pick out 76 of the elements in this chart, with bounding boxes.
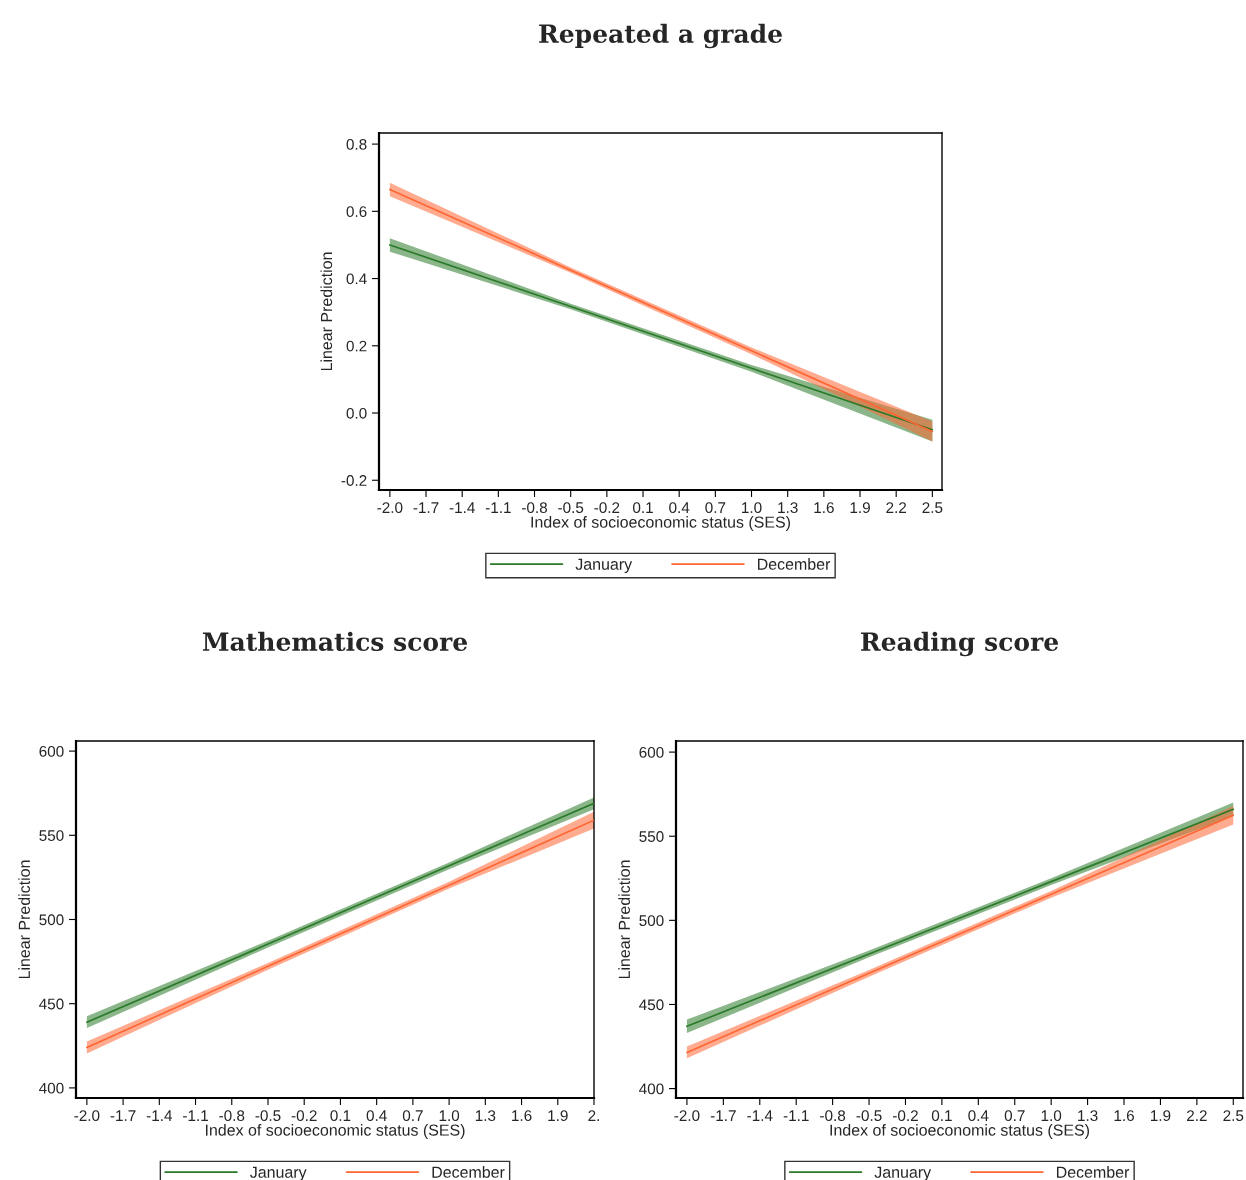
x-tick-label: 2.5	[1223, 1110, 1244, 1122]
x-tick-label: -1.1	[783, 1110, 809, 1121]
x-tick-label: 0.7	[402, 1110, 423, 1122]
chart-title: Mathematics score	[202, 631, 467, 652]
x-tick-label: -1.4	[146, 1110, 173, 1121]
chart-title: Repeated a grade	[539, 23, 782, 49]
x-tick-label: -0.8	[820, 1110, 846, 1122]
x-tick-label: -0.8	[522, 502, 548, 514]
x-tick-label: -1.4	[747, 1110, 773, 1121]
x-tick-label: -1.7	[710, 1110, 736, 1121]
x-tick-label: -0.5	[558, 502, 584, 514]
y-tick-label: 0.4	[346, 273, 367, 285]
x-tick-label: 1.6	[1114, 1110, 1134, 1122]
x-tick-label: 1.6	[814, 502, 834, 514]
x-tick-label: -1.1	[183, 1110, 208, 1121]
x-tick-label: 0.1	[633, 502, 653, 514]
y-tick-label: -0.2	[341, 475, 367, 486]
x-tick-label: 0.7	[1004, 1110, 1025, 1122]
x-tick-label: -1.7	[413, 502, 439, 513]
x-tick-label: 1.3	[475, 1110, 496, 1122]
x-tick-label: 0.4	[968, 1110, 989, 1122]
x-tick-label: 2.2	[1187, 1110, 1207, 1121]
x-tick-label: 0.4	[366, 1110, 387, 1122]
y-tick-label: 600	[639, 746, 664, 758]
legend-label: December	[432, 1166, 505, 1178]
x-tick-label: 2.2	[886, 502, 907, 513]
x-tick-label: -1.1	[485, 502, 511, 513]
x-tick-label: 0.1	[931, 1110, 952, 1122]
x-tick-label: 1.9	[548, 1110, 568, 1122]
y-tick-label: 600	[39, 745, 64, 757]
x-tick-label: -0.2	[892, 1110, 918, 1122]
y-tick-label: 500	[639, 915, 664, 927]
chart-title: Reading score	[861, 631, 1058, 657]
x-tick-label: 1.3	[778, 502, 798, 514]
x-axis-title: Index of socioeconomic status (SES)	[531, 516, 791, 531]
legend-label: December	[758, 558, 831, 570]
legend-label: December	[1057, 1166, 1130, 1178]
x-tick-label: 1.3	[1078, 1110, 1098, 1122]
x-tick-label: 0.4	[669, 502, 690, 514]
x-tick-label: -0.2	[594, 502, 620, 514]
y-tick-label: 450	[39, 998, 64, 1010]
x-tick-label: -0.5	[856, 1110, 882, 1122]
x-tick-label: -0.8	[219, 1110, 245, 1122]
y-tick-label: 500	[39, 914, 64, 926]
legend-label: January	[575, 558, 633, 573]
x-tick-label: 1.0	[439, 1110, 460, 1122]
y-tick-label: 550	[39, 830, 64, 841]
x-tick-label: 1.9	[850, 502, 870, 514]
x-tick-label: -1.4	[449, 502, 475, 513]
x-tick-label: -0.5	[255, 1110, 281, 1122]
y-tick-label: 0.0	[346, 407, 367, 419]
x-tick-label: -0.2	[291, 1110, 317, 1122]
x-tick-label: 1.0	[742, 502, 762, 514]
x-tick-label: -2.0	[74, 1110, 100, 1122]
y-axis-title: Linear Prediction	[320, 252, 333, 371]
x-tick-label: -1.7	[110, 1110, 136, 1121]
y-tick-label: 0.2	[346, 340, 367, 352]
y-tick-label: 550	[639, 831, 664, 842]
y-tick-label: 400	[39, 1082, 64, 1094]
y-axis-title: Linear Prediction	[18, 860, 30, 979]
y-tick-label: 0.8	[346, 138, 367, 150]
x-tick-label: 2.5	[922, 502, 943, 514]
x-axis-title: Index of socioeconomic status (SES)	[205, 1124, 465, 1139]
y-axis-title: Linear Prediction	[618, 860, 630, 979]
x-tick-label: 2.	[588, 1110, 599, 1121]
x-tick-label: 1.0	[1041, 1110, 1062, 1122]
x-tick-label: 0.1	[330, 1110, 351, 1122]
x-tick-label: -2.0	[674, 1110, 700, 1122]
x-axis-title: Index of socioeconomic status (SES)	[830, 1124, 1090, 1139]
x-tick-label: 0.7	[705, 502, 726, 514]
y-tick-label: 400	[639, 1083, 664, 1095]
x-tick-label: 1.6	[512, 1110, 532, 1122]
x-tick-label: -2.0	[377, 502, 403, 514]
x-tick-label: 1.9	[1150, 1110, 1171, 1122]
y-tick-label: 0.6	[346, 206, 367, 218]
y-tick-label: 450	[639, 999, 664, 1011]
